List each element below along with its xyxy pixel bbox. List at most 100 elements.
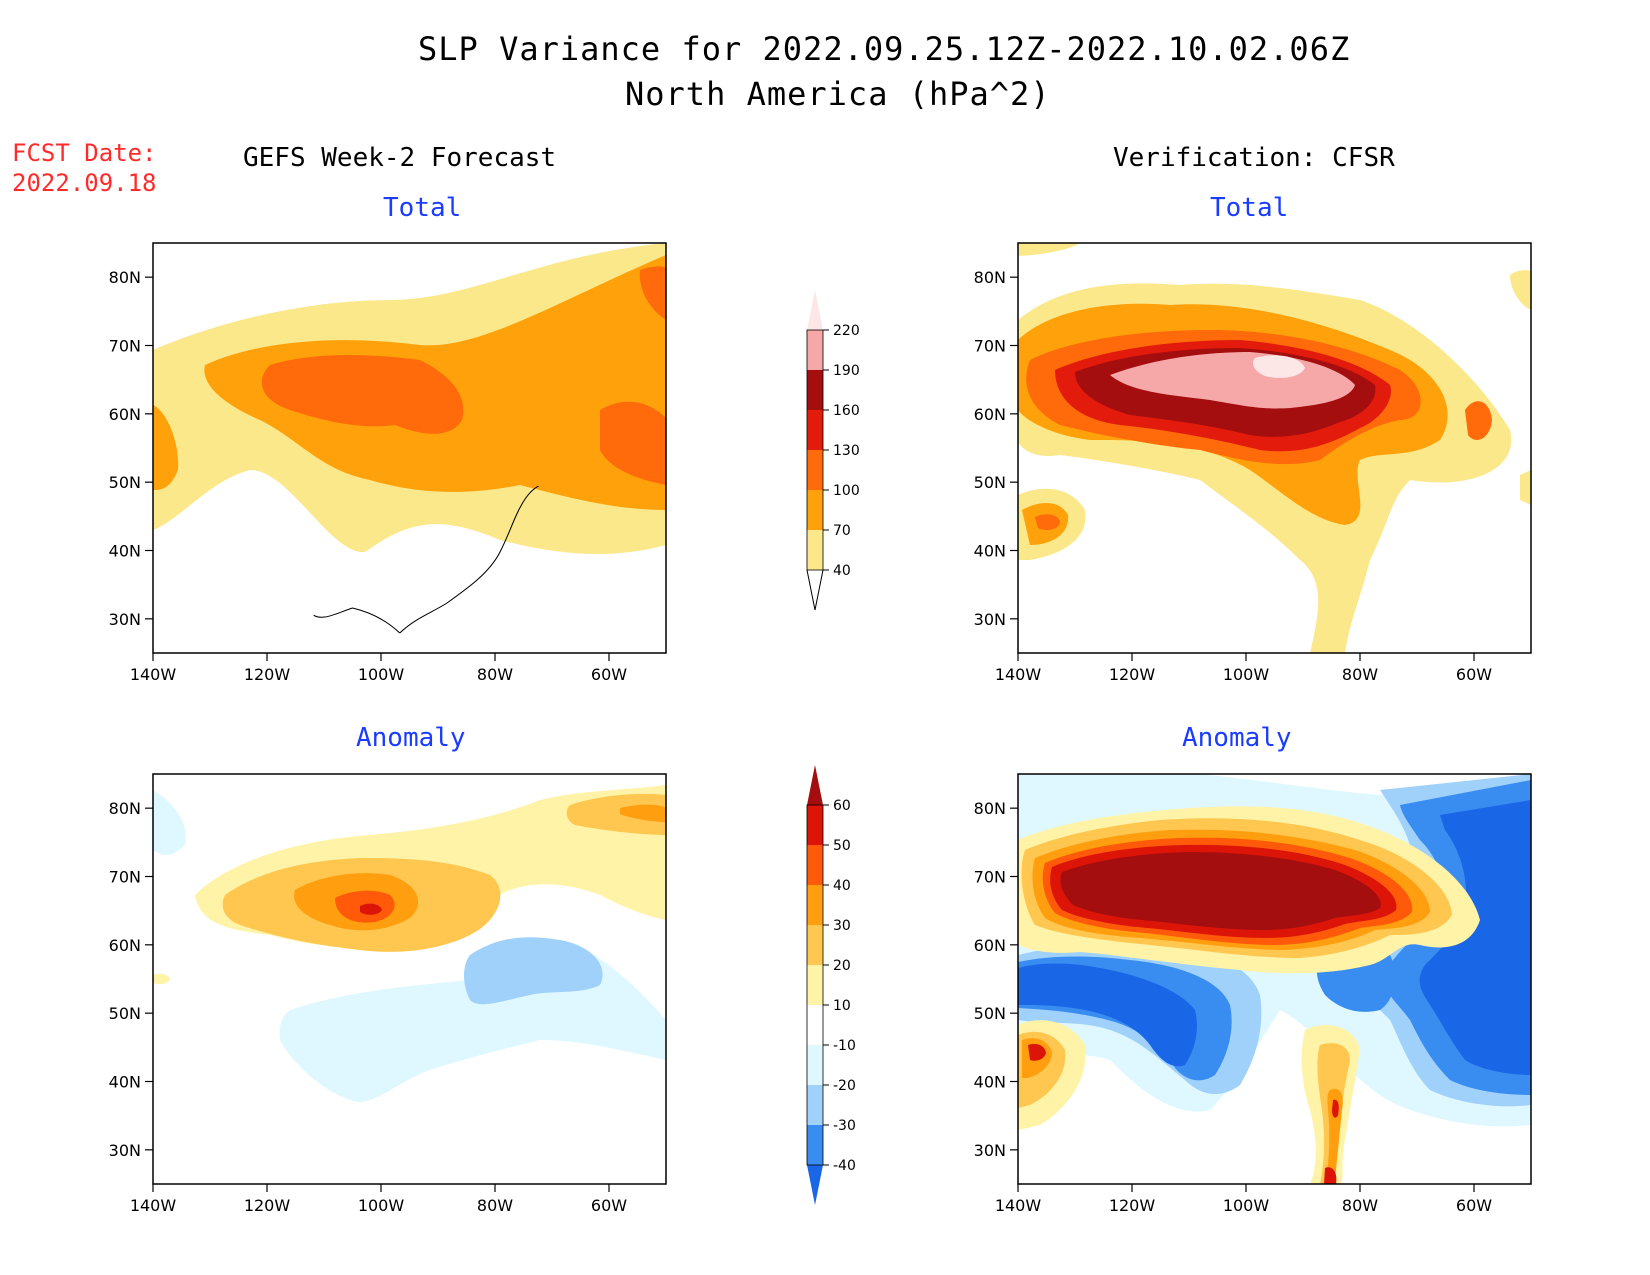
panel-title-forecast-anomaly: Anomaly <box>356 723 466 753</box>
colorbar-anomaly-bottom-triangle <box>807 1165 823 1205</box>
colorbar-total-swatch <box>807 370 823 410</box>
colorbar-anomaly: -40 -30 -20 -10 10 20 30 40 50 60 <box>806 765 856 1205</box>
colorbar-anomaly-swatch <box>807 1045 823 1085</box>
colorbar-total-swatch <box>807 330 823 370</box>
lat-tick-label: 60N <box>974 405 1006 424</box>
colorbar-anomaly-label: -40 <box>833 1158 856 1174</box>
colorbar-total-label: 130 <box>833 443 860 459</box>
main-subtitle: North America (hPa^2) <box>625 75 1051 113</box>
colorbar-anomaly-label: 60 <box>833 798 851 814</box>
lat-tick-label: 80N <box>974 268 1006 287</box>
colorbar-anomaly-label: -10 <box>833 1038 856 1054</box>
colorbar-total-label: 160 <box>833 403 860 419</box>
colorbar-total: 40 70 100 130 160 190 220 <box>806 290 860 611</box>
colorbar-anomaly-swatch <box>807 1005 823 1045</box>
lon-tick-label: 120W <box>244 1196 291 1215</box>
lon-tick-label: 120W <box>1109 1196 1156 1215</box>
lat-tick-label: 40N <box>974 542 1006 561</box>
lon-tick-label: 80W <box>1342 1196 1378 1215</box>
colorbar-anomaly-label: 30 <box>833 918 851 934</box>
colorbar-anomaly-swatch <box>807 1085 823 1125</box>
forecast-anomaly-shading <box>153 774 666 1184</box>
lon-tick-label: 140W <box>130 1196 177 1215</box>
forecast-date-value: 2022.09.18 <box>12 169 157 197</box>
lat-tick-label: 50N <box>974 473 1006 492</box>
lon-tick-label: 120W <box>1109 665 1156 684</box>
lat-tick-label: 80N <box>109 799 141 818</box>
lon-tick-label: 140W <box>130 665 177 684</box>
lon-tick-label: 80W <box>477 665 513 684</box>
axes-verification-anomaly: 80N 70N 60N 50N 40N 30N 140W 120W 100W 80W 60W <box>974 799 1493 1215</box>
lat-tick-label: 40N <box>109 1073 141 1092</box>
lon-tick-label: 140W <box>995 665 1042 684</box>
main-title: SLP Variance for 2022.09.25.12Z-2022.10.… <box>418 30 1351 68</box>
lat-tick-label: 50N <box>109 1004 141 1023</box>
lat-tick-label: 70N <box>109 868 141 887</box>
lat-tick-label: 70N <box>974 337 1006 356</box>
colorbar-total-label: 220 <box>833 323 860 339</box>
lon-tick-label: 100W <box>358 665 405 684</box>
lat-tick-label: 50N <box>109 473 141 492</box>
colorbar-anomaly-label: 10 <box>833 998 851 1014</box>
map-axes: 80N 70N 60N 50N 40N 30N 140W 120W 100W 80W 60W 80N 7… <box>109 268 1493 1215</box>
lat-tick-label: 30N <box>109 610 141 629</box>
lon-tick-label: 60W <box>591 1196 627 1215</box>
lat-tick-label: 50N <box>974 1004 1006 1023</box>
colorbar-total-top-triangle <box>807 290 823 330</box>
lat-tick-label: 80N <box>974 799 1006 818</box>
lon-tick-label: 140W <box>995 1196 1042 1215</box>
column-title-forecast: GEFS Week-2 Forecast <box>243 143 557 173</box>
colorbar-anomaly-label: -20 <box>833 1078 856 1094</box>
panel-title-verification-total: Total <box>1210 193 1289 223</box>
colorbar-total-label: 100 <box>833 483 860 499</box>
lat-tick-label: 60N <box>109 405 141 424</box>
lon-tick-label: 60W <box>591 665 627 684</box>
colorbar-total-swatch <box>807 410 823 450</box>
colorbar-total-label: 190 <box>833 363 860 379</box>
lat-tick-label: 80N <box>109 268 141 287</box>
lon-tick-label: 80W <box>477 1196 513 1215</box>
lon-tick-label: 120W <box>244 665 291 684</box>
colorbar-anomaly-label: 40 <box>833 878 851 894</box>
lat-tick-label: 60N <box>109 936 141 955</box>
map-verification-total <box>1017 242 1532 654</box>
column-title-verification: Verification: CFSR <box>1113 143 1395 173</box>
axes-forecast-total: 80N 70N 60N 50N 40N 30N 140W 120W 100W 80W 60W <box>109 268 628 684</box>
lat-tick-label: 40N <box>109 542 141 561</box>
map-forecast-anomaly <box>152 773 667 1185</box>
lon-tick-label: 60W <box>1456 665 1492 684</box>
colorbar-anomaly-swatch <box>807 845 823 885</box>
map-verification-anomaly <box>1017 773 1532 1185</box>
colorbar-total-label: 70 <box>833 523 851 539</box>
colorbar-anomaly-label: -30 <box>833 1118 856 1134</box>
lon-tick-label: 100W <box>1223 1196 1270 1215</box>
axes-verification-total: 80N 70N 60N 50N 40N 30N 140W 120W 100W 80W 60W <box>974 268 1493 684</box>
lat-tick-label: 30N <box>974 610 1006 629</box>
panel-title-verification-anomaly: Anomaly <box>1182 723 1292 753</box>
lat-tick-label: 30N <box>974 1141 1006 1160</box>
colorbar-anomaly-top-triangle <box>807 765 823 805</box>
colorbar-anomaly-swatch <box>807 885 823 925</box>
lon-tick-label: 100W <box>1223 665 1270 684</box>
lat-tick-label: 60N <box>974 936 1006 955</box>
lat-tick-label: 70N <box>974 868 1006 887</box>
lat-tick-label: 30N <box>109 1141 141 1160</box>
forecast-date-label: FCST Date: <box>12 139 157 167</box>
axes-forecast-anomaly: 80N 70N 60N 50N 40N 30N 140W 120W 100W 80W 60W <box>109 799 628 1215</box>
forecast-total-shading <box>153 243 666 653</box>
verification-anomaly-shading <box>1018 774 1531 1184</box>
colorbar-total-swatch <box>807 490 823 530</box>
colorbar-anomaly-label: 20 <box>833 958 851 974</box>
lon-tick-label: 80W <box>1342 665 1378 684</box>
colorbar-total-swatch <box>807 450 823 490</box>
panel-title-forecast-total: Total <box>383 193 462 223</box>
lat-tick-label: 40N <box>974 1073 1006 1092</box>
colorbar-anomaly-swatch <box>807 1125 823 1165</box>
colorbar-total-swatch <box>807 530 823 570</box>
colorbar-total-label: 40 <box>833 563 851 579</box>
lon-tick-label: 100W <box>358 1196 405 1215</box>
lon-tick-label: 60W <box>1456 1196 1492 1215</box>
verification-total-shading <box>1018 243 1531 653</box>
colorbar-anomaly-swatch <box>807 925 823 965</box>
